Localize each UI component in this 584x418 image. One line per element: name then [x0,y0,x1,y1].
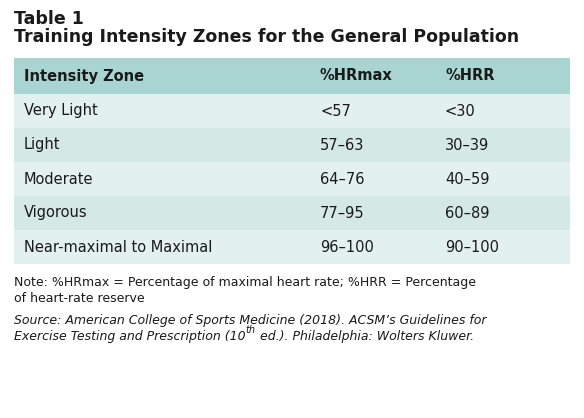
Text: Exercise Testing and Prescription (10: Exercise Testing and Prescription (10 [14,330,246,343]
Bar [14,128,570,162]
Text: %HRmax: %HRmax [320,69,393,84]
Text: Moderate: Moderate [24,171,93,186]
Text: 30–39: 30–39 [445,138,489,153]
Text: <57: <57 [320,104,351,118]
Text: of heart-rate reserve: of heart-rate reserve [14,292,145,305]
Bar [14,162,570,196]
Text: 77–95: 77–95 [320,206,364,221]
Text: Very Light: Very Light [24,104,98,118]
Text: Table 1: Table 1 [14,10,84,28]
Text: 60–89: 60–89 [445,206,489,221]
Bar [14,94,570,128]
Text: Light: Light [24,138,61,153]
Bar [14,196,570,230]
Bar [14,58,570,94]
Text: 64–76: 64–76 [320,171,364,186]
Text: Note: %HRmax = Percentage of maximal heart rate; %HRR = Percentage: Note: %HRmax = Percentage of maximal hea… [14,276,476,289]
Text: Near-maximal to Maximal: Near-maximal to Maximal [24,240,213,255]
Text: Source: American College of Sports Medicine (2018). ACSM’s Guidelines for: Source: American College of Sports Medic… [14,314,486,327]
Text: Vigorous: Vigorous [24,206,88,221]
Text: 57–63: 57–63 [320,138,364,153]
Text: %HRR: %HRR [445,69,495,84]
Text: 40–59: 40–59 [445,171,489,186]
Bar [14,230,570,264]
Text: Training Intensity Zones for the General Population: Training Intensity Zones for the General… [14,28,519,46]
Text: 90–100: 90–100 [445,240,499,255]
Text: 96–100: 96–100 [320,240,374,255]
Text: th: th [246,325,256,335]
Text: Intensity Zone: Intensity Zone [24,69,144,84]
Text: <30: <30 [445,104,476,118]
Text: ed.). Philadelphia: Wolters Kluwer.: ed.). Philadelphia: Wolters Kluwer. [256,330,474,343]
